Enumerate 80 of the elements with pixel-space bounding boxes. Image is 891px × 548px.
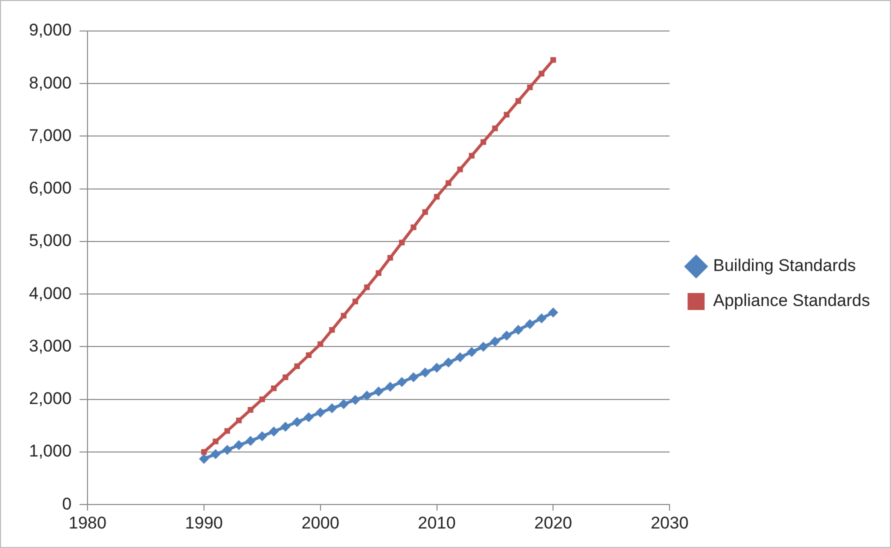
point <box>259 396 265 402</box>
legend-label: Appliance Standards <box>713 291 870 310</box>
x-tick-label: 2010 <box>418 513 456 532</box>
point <box>538 70 544 76</box>
y-tick-label: 9,000 <box>28 20 72 40</box>
point <box>329 327 335 333</box>
y-tick-label: 4,000 <box>28 284 72 303</box>
y-tick-label: 5,000 <box>28 231 72 250</box>
point <box>504 112 510 118</box>
y-tick-label: 7,000 <box>28 126 72 145</box>
point <box>352 298 358 304</box>
point <box>443 358 454 368</box>
point <box>268 426 279 436</box>
point <box>399 240 405 246</box>
point <box>408 372 419 382</box>
y-tick-label: 0 <box>62 494 72 514</box>
point <box>234 440 244 450</box>
x-tick-label: 1990 <box>185 513 223 532</box>
point <box>490 336 500 346</box>
x-tick-label: 2030 <box>650 513 689 532</box>
y-tick-label: 2,000 <box>28 389 72 408</box>
point <box>248 407 254 413</box>
x-tick-label: 2020 <box>534 513 572 532</box>
point <box>478 342 488 352</box>
point <box>513 324 524 335</box>
point <box>222 444 232 455</box>
point <box>246 436 256 446</box>
point <box>364 284 370 290</box>
point <box>466 346 477 357</box>
point <box>548 308 558 318</box>
point <box>212 438 218 444</box>
point <box>550 57 556 63</box>
point <box>374 386 384 396</box>
x-tick-label: 1980 <box>68 513 106 532</box>
point <box>315 408 326 418</box>
x-tick-label: 2000 <box>301 513 340 532</box>
point <box>480 139 486 145</box>
point <box>410 224 416 230</box>
point <box>387 254 394 261</box>
point <box>340 312 346 319</box>
y-tick-label: 8,000 <box>28 73 72 92</box>
point <box>492 126 498 132</box>
point <box>294 363 300 370</box>
point <box>292 416 302 427</box>
point <box>338 399 349 410</box>
point <box>304 412 314 422</box>
point <box>270 385 277 392</box>
point <box>432 362 442 373</box>
point <box>350 394 360 405</box>
point <box>455 352 466 362</box>
point <box>457 166 463 172</box>
point <box>210 449 221 460</box>
point <box>306 352 312 358</box>
point <box>201 449 207 455</box>
point <box>422 209 428 215</box>
point <box>396 376 407 387</box>
point <box>446 180 452 186</box>
y-tick-label: 3,000 <box>28 336 72 356</box>
point <box>257 431 268 442</box>
point <box>282 374 288 380</box>
y-tick-label: 1,000 <box>28 442 72 461</box>
point <box>224 428 230 434</box>
point <box>515 98 522 104</box>
point <box>434 194 440 200</box>
legend-label: Building Standards <box>713 256 856 276</box>
point <box>502 330 512 341</box>
point <box>376 270 382 276</box>
point <box>362 390 372 401</box>
point <box>420 368 430 378</box>
point <box>280 422 290 432</box>
y-tick-label: 6,000 <box>28 178 72 198</box>
point <box>468 152 475 159</box>
point <box>536 313 547 324</box>
point <box>524 319 535 330</box>
point <box>318 341 324 347</box>
point <box>236 418 242 424</box>
point <box>527 84 533 90</box>
point <box>385 382 396 392</box>
point <box>327 403 338 414</box>
point <box>198 454 209 464</box>
